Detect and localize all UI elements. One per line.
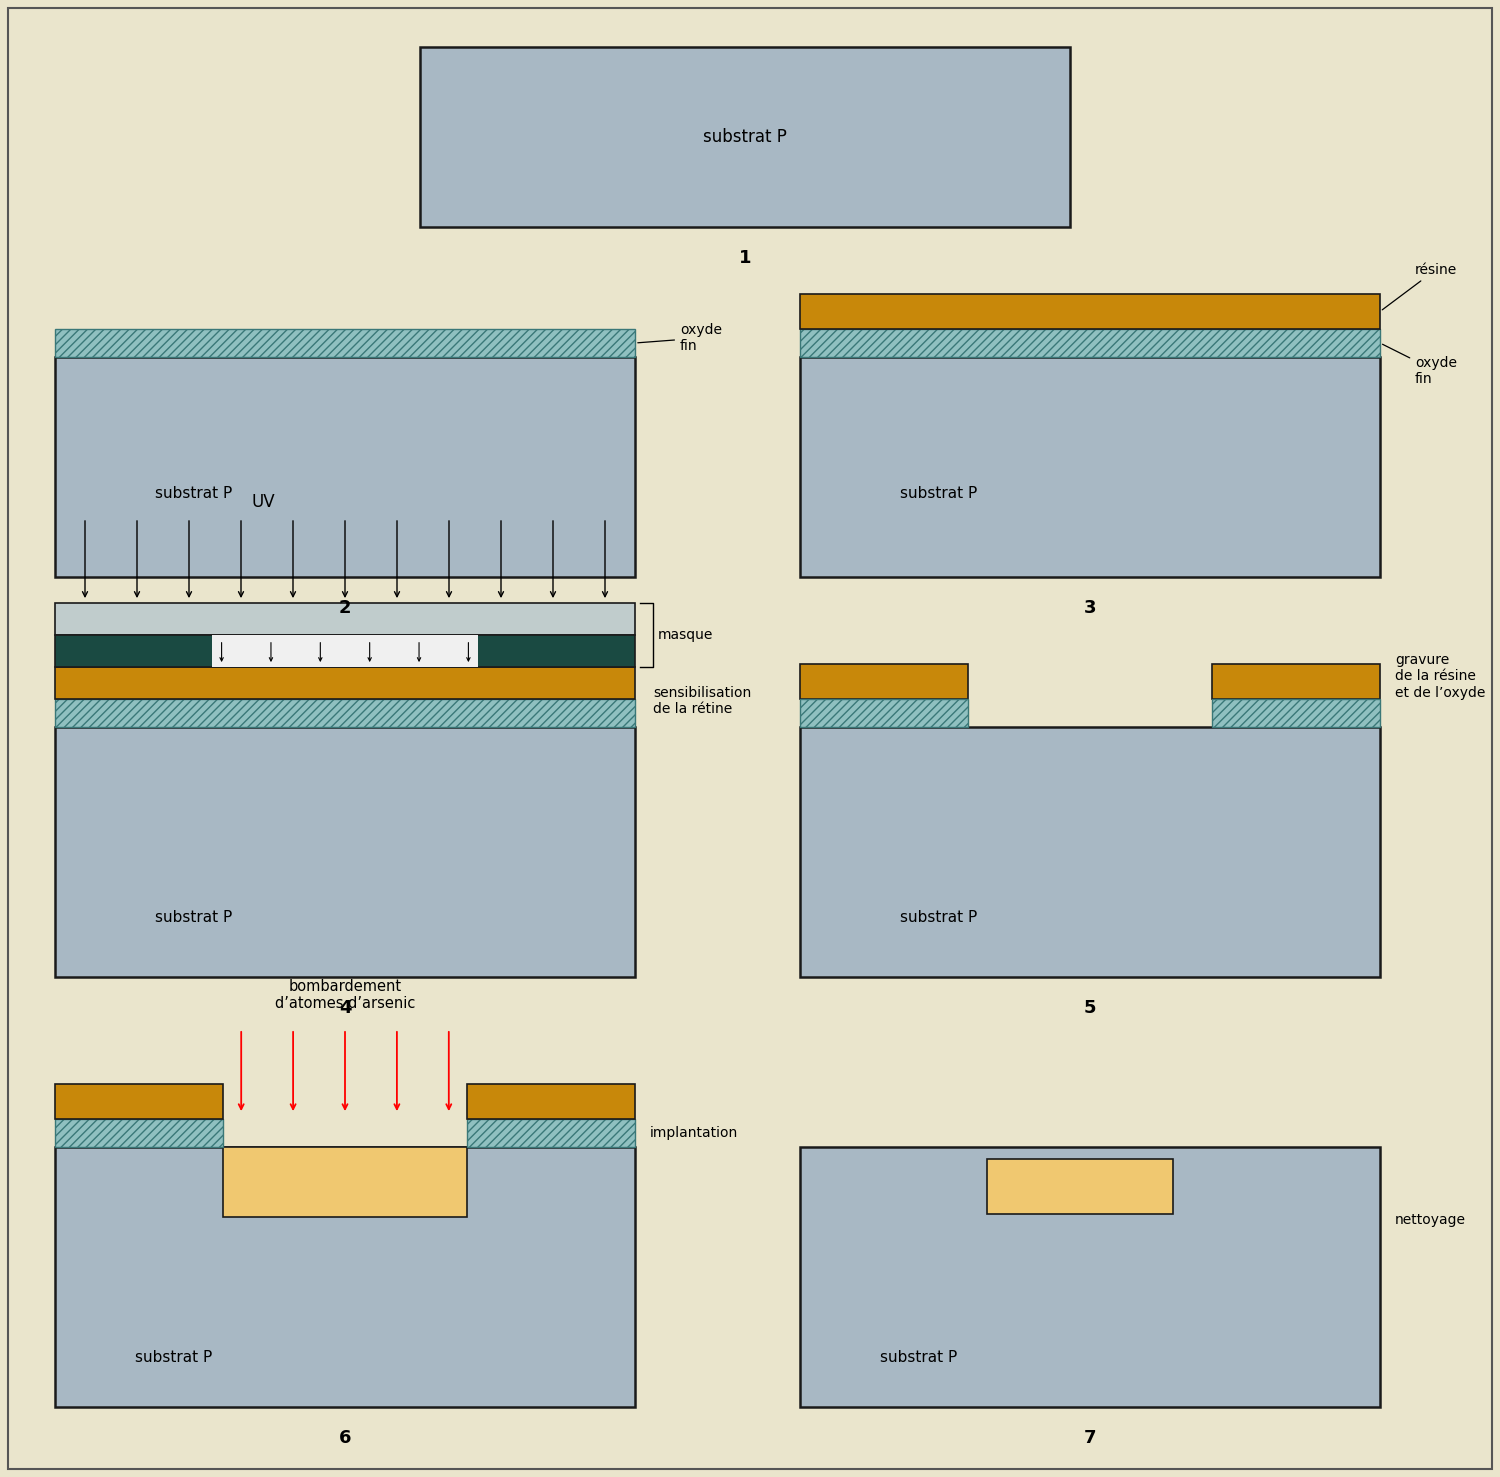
Bar [56,603,634,635]
Text: 6: 6 [339,1430,351,1447]
Bar [56,668,634,699]
Bar [56,1084,223,1120]
Text: résine: résine [1382,263,1456,310]
Text: gravure
de la résine
et de l’oxyde: gravure de la résine et de l’oxyde [1395,653,1485,700]
Text: implantation: implantation [650,1125,738,1140]
Bar [56,727,634,976]
Bar [800,699,968,727]
Bar [56,699,634,727]
Bar [56,357,634,578]
Text: bombardement
d’atomes d’arsenic: bombardement d’atomes d’arsenic [274,979,416,1010]
Text: substrat P: substrat P [135,1350,213,1365]
Bar [466,1120,634,1148]
Text: substrat P: substrat P [880,1350,957,1365]
Bar [1212,665,1380,699]
Text: oxyde
fin: oxyde fin [638,323,722,353]
Bar [211,635,478,668]
Bar [420,47,1070,227]
Bar [800,665,968,699]
Bar [56,329,634,357]
Text: UV: UV [252,493,276,511]
Text: substrat P: substrat P [900,486,978,501]
Bar [800,727,1380,976]
Bar [466,1084,634,1120]
Text: oxyde
fin: oxyde fin [1383,344,1456,385]
Text: substrat P: substrat P [154,486,232,501]
Text: 7: 7 [1083,1430,1096,1447]
Bar [56,1120,223,1148]
Bar [800,357,1380,578]
Bar [800,294,1380,329]
Text: sensibilisation
de la rétine: sensibilisation de la rétine [652,685,752,716]
Text: substrat P: substrat P [900,910,978,925]
Text: nettoyage: nettoyage [1395,1213,1466,1227]
Text: 5: 5 [1083,998,1096,1018]
Text: substrat P: substrat P [154,910,232,925]
Text: 3: 3 [1083,600,1096,617]
Text: substrat P: substrat P [704,128,788,146]
Text: 1: 1 [738,250,752,267]
Text: 2: 2 [339,600,351,617]
Bar [56,1148,634,1408]
Bar [1212,699,1380,727]
Bar [224,1148,466,1217]
Text: 4: 4 [339,998,351,1018]
Bar [800,329,1380,357]
Bar [800,1148,1380,1408]
Text: masque: masque [658,628,714,642]
Bar [56,635,634,668]
Bar [987,1159,1173,1214]
